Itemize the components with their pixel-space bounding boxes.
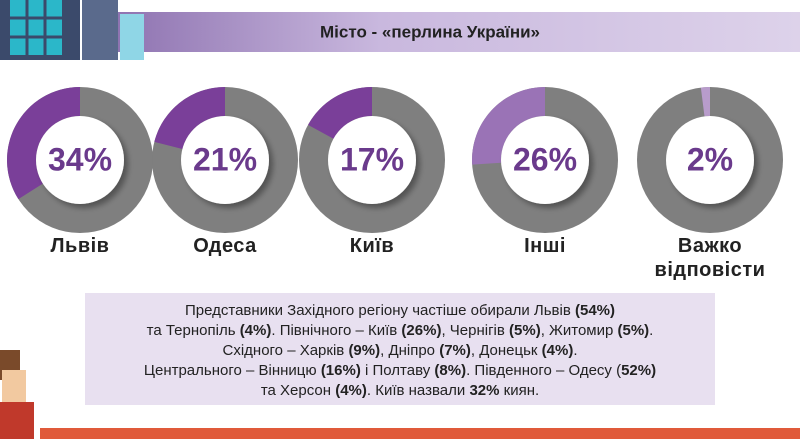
footer-band: [40, 428, 800, 439]
category-label: Київ: [349, 235, 395, 257]
note-text: . Київ назвали: [366, 382, 470, 399]
note-text: Представники Західного регіону частіше о…: [184, 302, 575, 319]
note-line: та Херсон (4%). Київ назвали 32% киян.: [95, 381, 705, 401]
note-line: Східного – Харків (9%), Дніпро (7%), Дон…: [95, 341, 705, 361]
note-text: (26%): [401, 322, 442, 339]
donut-segment: [6, 87, 80, 200]
building-icon: [0, 0, 144, 60]
value-label: 26%: [513, 141, 577, 177]
note-text: 32%: [469, 382, 500, 399]
note-text: (4%): [541, 342, 574, 359]
value-label: 21%: [193, 141, 257, 177]
donut-hole: [181, 116, 269, 204]
note-text: Центрального – Вінницю: [143, 362, 321, 379]
note-text: , Чернігів: [441, 322, 510, 339]
note-text: (4%): [239, 322, 272, 339]
note-text: (5%): [509, 322, 541, 339]
note-text: (4%): [335, 382, 367, 399]
note-text: киян.: [499, 382, 540, 399]
note-text: (54%): [575, 302, 616, 319]
donut-segment: [308, 87, 372, 139]
value-label: 34%: [48, 141, 112, 177]
note-text: (7%): [439, 342, 471, 359]
note-line: Центрального – Вінницю (16%) і Полтаву (…: [95, 361, 705, 381]
category-label: Львів: [50, 235, 110, 257]
donut-segment: [154, 87, 225, 150]
note-text: (16%): [320, 362, 361, 379]
note-text: та Тернопіль: [146, 322, 240, 339]
value-label: 2%: [687, 141, 733, 177]
note-text: 52%): [621, 362, 657, 379]
note-box: Представники Західного регіону частіше о…: [85, 293, 715, 405]
donut-hole: [36, 116, 124, 204]
note-text: та Херсон: [260, 382, 336, 399]
note-text: (9%): [348, 342, 381, 359]
value-label: 17%: [340, 141, 404, 177]
note-text: і Полтаву: [360, 362, 435, 379]
note-text: (8%): [434, 362, 467, 379]
note-text: . Південного – Одесу (: [466, 362, 622, 379]
note-text: .: [649, 322, 654, 339]
note-text: (5%): [617, 322, 650, 339]
header-band: [100, 12, 800, 52]
chart-title: Місто - «перлина України»: [320, 22, 540, 41]
note-text: , Дніпро: [380, 342, 440, 359]
note-text: . Північного – Київ: [271, 322, 402, 339]
note-line: Представники Західного регіону частіше о…: [95, 301, 705, 321]
donut-segment: [471, 87, 545, 165]
category-label: Важко відповісти: [654, 235, 766, 281]
donut-hole: [328, 116, 416, 204]
category-label: Інші: [524, 235, 566, 257]
note-text: Східного – Харків: [222, 342, 349, 359]
category-label: Одеса: [193, 235, 257, 257]
person-icon: [0, 350, 34, 439]
note-text: .: [573, 342, 578, 359]
donut-hole: [501, 116, 589, 204]
donut-hole: [666, 116, 754, 204]
note-text: , Донецьк: [470, 342, 542, 359]
note-text: , Житомир: [540, 322, 618, 339]
note-line: та Тернопіль (4%). Північного – Київ (26…: [95, 321, 705, 341]
donut-segment: [700, 87, 710, 117]
